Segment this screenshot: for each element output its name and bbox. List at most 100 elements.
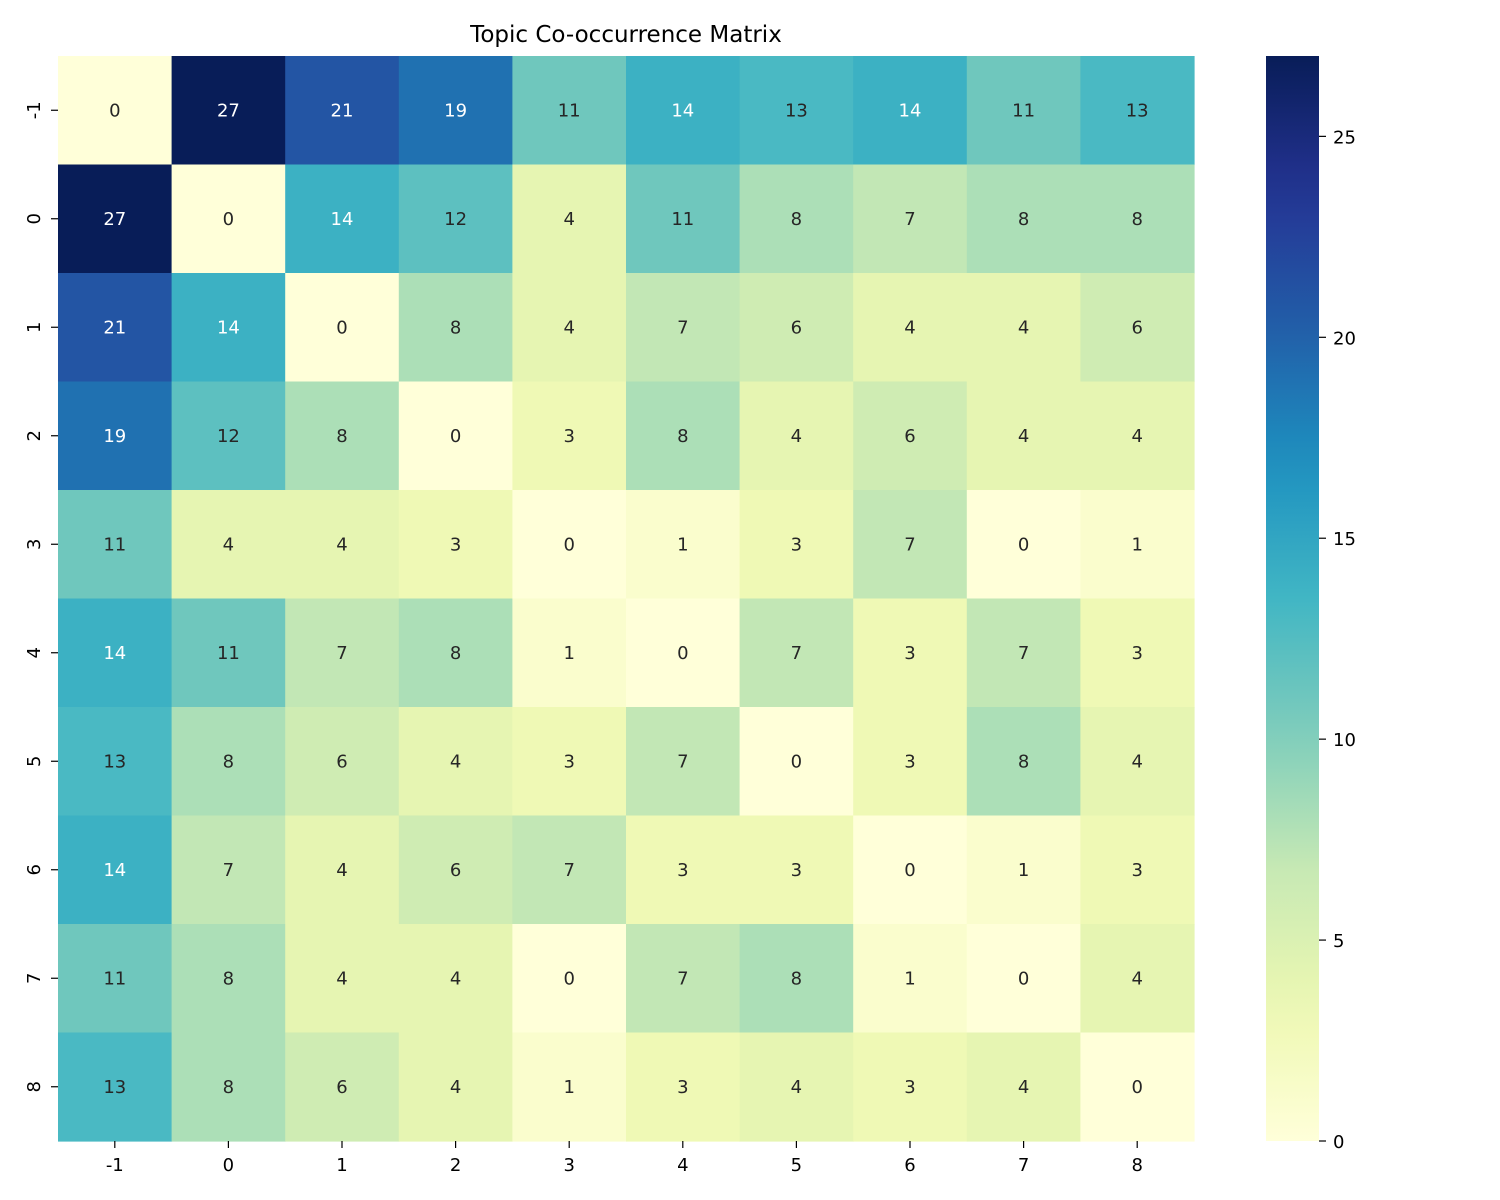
cell-value-label: 4 [904,317,915,338]
heatmap-cell [398,381,513,491]
cell-value-label: 8 [791,968,802,989]
colorbar-tick-label: 20 [1333,328,1356,349]
cell-value-label: 4 [791,1077,802,1098]
heatmap-cell [398,490,513,600]
cell-value-label: 11 [1012,100,1035,121]
colorbar-tick-label: 15 [1333,529,1356,550]
heatmap-cell [1080,164,1195,274]
heatmap-cell [1080,56,1195,166]
cell-value-label: 1 [563,643,574,664]
cell-value-label: 19 [103,426,126,447]
heatmap-cell [171,598,286,708]
cell-value-label: 7 [563,860,574,881]
cell-value-label: 8 [223,1077,234,1098]
heatmap-cell [853,273,968,383]
y-tick-label: 8 [24,1081,45,1092]
heatmap-cell [285,164,400,274]
cell-value-label: 8 [1018,209,1029,230]
cell-value-label: 12 [217,426,240,447]
heatmap-cell [58,924,173,1034]
heatmap-cell [398,56,513,166]
cell-value-label: 4 [563,209,574,230]
heatmap-cell [853,1032,968,1142]
cell-value-label: 4 [223,534,234,555]
heatmap-cell [171,381,286,491]
heatmap-cell [285,815,400,925]
heatmap-cell [512,273,627,383]
heatmap-cell [739,164,854,274]
x-tick-label: 0 [223,1155,234,1176]
x-tick-label: 2 [450,1155,461,1176]
cell-value-label: 6 [791,317,802,338]
cell-value-label: 13 [103,751,126,772]
heatmap-cell [58,164,173,274]
heatmap-cell [626,707,741,817]
y-tick-label: 5 [24,756,45,767]
heatmap-cell [58,1032,173,1142]
heatmap-cell [171,815,286,925]
heatmap-cell [58,815,173,925]
heatmap-cell [512,707,627,817]
cell-value-label: 0 [223,209,234,230]
cell-value-label: 3 [677,860,688,881]
cell-value-label: 19 [444,100,467,121]
heatmap-cell [1080,490,1195,600]
cell-value-label: 6 [904,426,915,447]
cell-value-label: 0 [109,100,120,121]
heatmap-cell [853,815,968,925]
cell-value-label: 7 [223,860,234,881]
cell-value-label: 4 [791,426,802,447]
heatmap-cell [398,598,513,708]
y-tick-label: -1 [24,101,45,119]
cell-value-label: 7 [677,968,688,989]
cell-value-label: 27 [217,100,240,121]
heatmap-cell [853,598,968,708]
cell-value-label: 21 [103,317,126,338]
heatmap-cell [739,273,854,383]
heatmap-cell [853,164,968,274]
cell-value-label: 8 [336,426,347,447]
heatmap-cell [398,273,513,383]
heatmap-cell [966,815,1081,925]
colorbar-gradient [1266,56,1319,1141]
heatmap-cell [285,490,400,600]
heatmap-cell [739,598,854,708]
heatmap-cell [853,924,968,1034]
colorbar: 0 5 10 15 20 25 [1266,56,1356,1153]
heatmap-cell [285,381,400,491]
heatmap-cell [512,924,627,1034]
y-tick-label: 2 [24,430,45,441]
cell-value-label: 4 [450,1077,461,1098]
heatmap-cell [512,381,627,491]
y-tick-label: 4 [24,647,45,658]
heatmap-cell [171,273,286,383]
heatmap-cell [626,815,741,925]
y-tick-label: 6 [24,864,45,875]
cell-value-label: 4 [336,860,347,881]
cell-value-label: 4 [1131,426,1142,447]
heatmap-cell [58,56,173,166]
cell-value-label: 8 [677,426,688,447]
cell-value-label: 14 [103,860,126,881]
colorbar-tick-label: 25 [1333,127,1356,148]
heatmap-cell [1080,1032,1195,1142]
heatmap-cell [966,56,1081,166]
heatmap-cell [1080,598,1195,708]
cell-value-label: 7 [1018,643,1029,664]
x-tick-label: 8 [1131,1155,1142,1176]
cell-value-label: 14 [217,317,240,338]
heatmap-cell [171,490,286,600]
cell-value-label: 0 [677,643,688,664]
cell-value-label: 4 [1131,751,1142,772]
heatmap-cell [626,490,741,600]
cell-value-label: 4 [1018,426,1029,447]
cell-value-label: 0 [1018,534,1029,555]
heatmap-cell [1080,273,1195,383]
cell-value-label: 0 [1131,1077,1142,1098]
cell-value-label: 11 [671,209,694,230]
cell-value-label: 1 [677,534,688,555]
cell-value-label: 3 [904,1077,915,1098]
heatmap-cell [398,924,513,1034]
heatmap-cell [626,1032,741,1142]
heatmap-cell [285,707,400,817]
